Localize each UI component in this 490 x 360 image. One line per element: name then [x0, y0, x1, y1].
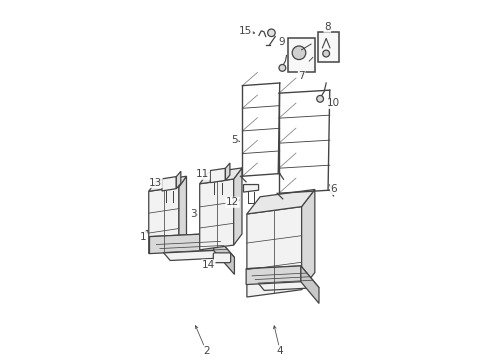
Polygon shape — [247, 207, 302, 297]
Polygon shape — [149, 176, 187, 191]
Polygon shape — [244, 185, 259, 192]
Circle shape — [292, 46, 306, 60]
Text: 15: 15 — [239, 26, 252, 36]
Text: 6: 6 — [330, 184, 337, 194]
Text: 11: 11 — [196, 169, 209, 179]
FancyBboxPatch shape — [213, 253, 231, 263]
Bar — [318, 32, 339, 62]
Circle shape — [268, 29, 275, 37]
Polygon shape — [247, 189, 315, 214]
Bar — [289, 39, 315, 72]
Polygon shape — [149, 234, 214, 253]
Polygon shape — [162, 177, 176, 191]
Polygon shape — [210, 168, 225, 183]
Polygon shape — [176, 171, 181, 189]
Text: 12: 12 — [226, 197, 239, 207]
Text: 4: 4 — [277, 346, 283, 356]
Polygon shape — [200, 168, 242, 184]
Polygon shape — [149, 187, 179, 253]
Polygon shape — [200, 179, 234, 250]
Text: 13: 13 — [149, 177, 162, 188]
Polygon shape — [301, 266, 319, 303]
Text: 1: 1 — [140, 231, 147, 242]
Text: 9: 9 — [278, 37, 285, 47]
Polygon shape — [302, 189, 315, 290]
Circle shape — [279, 64, 286, 71]
Polygon shape — [246, 266, 301, 284]
Text: 8: 8 — [324, 22, 331, 32]
Polygon shape — [234, 168, 242, 245]
Polygon shape — [214, 234, 234, 274]
Polygon shape — [225, 163, 230, 180]
Text: 2: 2 — [203, 346, 209, 356]
Text: 14: 14 — [202, 260, 215, 270]
Circle shape — [317, 95, 323, 102]
Text: 10: 10 — [326, 98, 340, 108]
Polygon shape — [149, 234, 234, 261]
Polygon shape — [246, 266, 319, 291]
Text: 3: 3 — [190, 209, 196, 219]
Text: 5: 5 — [231, 135, 238, 145]
Polygon shape — [179, 176, 187, 249]
Circle shape — [323, 50, 330, 57]
Text: 7: 7 — [298, 71, 305, 81]
